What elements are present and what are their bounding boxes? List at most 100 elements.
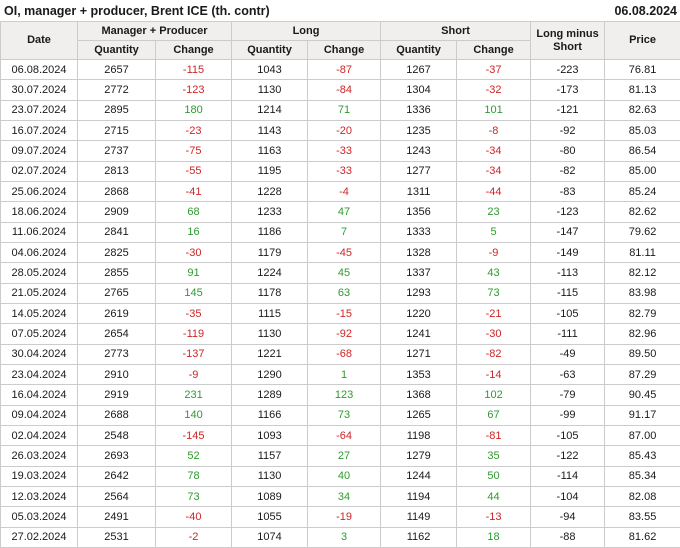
long-quantity-cell: 1166 bbox=[231, 404, 309, 426]
mp-change-cell: 16 bbox=[154, 221, 233, 243]
table-row: 02.04.2024 2548 -145 1093 -64 1198 -81 -105 87.0… bbox=[0, 424, 680, 447]
page-title: OI, manager + producer, Brent ICE (th. c… bbox=[4, 3, 270, 18]
long-minus-short-cell: -223 bbox=[530, 58, 606, 81]
short-quantity-cell: 1243 bbox=[380, 140, 458, 162]
price-cell: 87.00 bbox=[604, 424, 680, 447]
mp-quantity-cell: 2564 bbox=[77, 485, 156, 508]
short-change-cell: -82 bbox=[456, 343, 532, 365]
date-cell: 27.02.2024 bbox=[0, 526, 78, 548]
short-quantity-cell: 1265 bbox=[380, 404, 458, 426]
table-row: 04.06.2024 2825 -30 1179 -45 1328 -9 -149 81.11 bbox=[0, 241, 680, 264]
mp-change-cell: -119 bbox=[154, 323, 233, 345]
table-row: 12.03.2024 2564 73 1089 34 1194 44 -104 82.08 bbox=[0, 485, 680, 508]
long-change-cell: -92 bbox=[307, 323, 382, 345]
short-change-cell: 44 bbox=[456, 485, 532, 508]
short-change-cell: -34 bbox=[456, 160, 532, 182]
mp-quantity-cell: 2919 bbox=[77, 384, 156, 406]
mp-quantity-cell: 2825 bbox=[77, 241, 156, 264]
short-change-cell: 18 bbox=[456, 526, 532, 548]
long-quantity-cell: 1043 bbox=[231, 58, 309, 81]
mp-quantity-cell: 2688 bbox=[77, 404, 156, 426]
table-row: 14.05.2024 2619 -35 1115 -15 1220 -21 -105 82.79 bbox=[0, 302, 680, 325]
mp-change-cell: -145 bbox=[154, 424, 233, 447]
long-quantity-cell: 1221 bbox=[231, 343, 309, 365]
long-quantity-cell: 1055 bbox=[231, 506, 309, 528]
price-column-header: Price bbox=[604, 21, 680, 60]
long-change-cell: 7 bbox=[307, 221, 382, 243]
short-change-cell: -13 bbox=[456, 506, 532, 528]
price-cell: 82.63 bbox=[604, 99, 680, 121]
price-cell: 83.55 bbox=[604, 506, 680, 528]
table-row: 27.02.2024 2531 -2 1074 3 1162 18 -88 81.62 bbox=[0, 526, 680, 548]
table-row: 09.04.2024 2688 140 1166 73 1265 67 -99 91.17 bbox=[0, 404, 680, 426]
mp-quantity-cell: 2657 bbox=[77, 58, 156, 81]
short-change-cell: 50 bbox=[456, 465, 532, 487]
long-change-cell: -20 bbox=[307, 119, 382, 142]
mp-quantity-header: Quantity bbox=[77, 40, 156, 60]
table-row: 16.04.2024 2919 231 1289 123 1368 102 -79 90.45 bbox=[0, 384, 680, 406]
long-change-cell: -19 bbox=[307, 506, 382, 528]
long-quantity-cell: 1178 bbox=[231, 282, 309, 304]
date-cell: 23.07.2024 bbox=[0, 99, 78, 121]
mp-change-cell: -35 bbox=[154, 302, 233, 325]
mp-quantity-cell: 2765 bbox=[77, 282, 156, 304]
long-quantity-cell: 1186 bbox=[231, 221, 309, 243]
short-change-cell: 101 bbox=[456, 99, 532, 121]
long-change-cell: -33 bbox=[307, 160, 382, 182]
long-change-cell: 27 bbox=[307, 445, 382, 467]
long-quantity-cell: 1115 bbox=[231, 302, 309, 325]
short-quantity-cell: 1356 bbox=[380, 201, 458, 223]
long-quantity-cell: 1289 bbox=[231, 384, 309, 406]
short-quantity-cell: 1337 bbox=[380, 262, 458, 284]
table-row: 06.08.2024 2657 -115 1043 -87 1267 -37 -223 76.8… bbox=[0, 58, 680, 81]
mp-quantity-cell: 2895 bbox=[77, 99, 156, 121]
long-minus-short-cell: -111 bbox=[530, 323, 606, 345]
short-change-cell: 23 bbox=[456, 201, 532, 223]
long-quantity-cell: 1179 bbox=[231, 241, 309, 264]
short-quantity-cell: 1241 bbox=[380, 323, 458, 345]
manager-producer-group-header: Manager + Producer bbox=[76, 21, 233, 41]
long-minus-short-cell: -94 bbox=[530, 506, 606, 528]
long-quantity-cell: 1233 bbox=[231, 201, 309, 223]
date-cell: 07.05.2024 bbox=[0, 323, 78, 345]
short-change-cell: -9 bbox=[456, 241, 532, 264]
long-minus-short-cell: -99 bbox=[530, 404, 606, 426]
mp-change-cell: -55 bbox=[154, 160, 233, 182]
long-change-cell: 47 bbox=[307, 201, 382, 223]
date-cell: 09.07.2024 bbox=[0, 140, 78, 162]
mp-quantity-cell: 2491 bbox=[77, 506, 156, 528]
table-row: 19.03.2024 2642 78 1130 40 1244 50 -114 85.34 bbox=[0, 465, 680, 487]
mp-change-cell: -9 bbox=[154, 363, 233, 386]
table-header: Date Manager + Producer Long Short Long … bbox=[0, 21, 680, 60]
short-change-cell: -32 bbox=[456, 79, 532, 101]
short-change-cell: -21 bbox=[456, 302, 532, 325]
short-quantity-cell: 1149 bbox=[380, 506, 458, 528]
long-minus-short-cell: -122 bbox=[530, 445, 606, 467]
short-quantity-cell: 1353 bbox=[380, 363, 458, 386]
short-quantity-cell: 1267 bbox=[380, 58, 458, 81]
long-change-header: Change bbox=[307, 40, 382, 60]
short-quantity-cell: 1235 bbox=[380, 119, 458, 142]
table-row: 26.03.2024 2693 52 1157 27 1279 35 -122 85.43 bbox=[0, 445, 680, 467]
short-quantity-cell: 1311 bbox=[380, 180, 458, 203]
price-cell: 83.98 bbox=[604, 282, 680, 304]
short-change-cell: -37 bbox=[456, 58, 532, 81]
mp-change-cell: -30 bbox=[154, 241, 233, 264]
long-quantity-cell: 1224 bbox=[231, 262, 309, 284]
long-minus-short-cell: -147 bbox=[530, 221, 606, 243]
long-quantity-cell: 1130 bbox=[231, 79, 309, 101]
long-minus-short-cell: -49 bbox=[530, 343, 606, 365]
date-cell: 09.04.2024 bbox=[0, 404, 78, 426]
mp-change-cell: 91 bbox=[154, 262, 233, 284]
mp-change-cell: 73 bbox=[154, 485, 233, 508]
price-cell: 82.12 bbox=[604, 262, 680, 284]
date-cell: 28.05.2024 bbox=[0, 262, 78, 284]
long-minus-short-cell: -88 bbox=[530, 526, 606, 548]
price-cell: 85.00 bbox=[604, 160, 680, 182]
date-cell: 18.06.2024 bbox=[0, 201, 78, 223]
mp-change-cell: -23 bbox=[154, 119, 233, 142]
price-cell: 82.96 bbox=[604, 323, 680, 345]
table-row: 16.07.2024 2715 -23 1143 -20 1235 -8 -92 85.03 bbox=[0, 119, 680, 142]
mp-change-cell: 145 bbox=[154, 282, 233, 304]
short-change-cell: -81 bbox=[456, 424, 532, 447]
